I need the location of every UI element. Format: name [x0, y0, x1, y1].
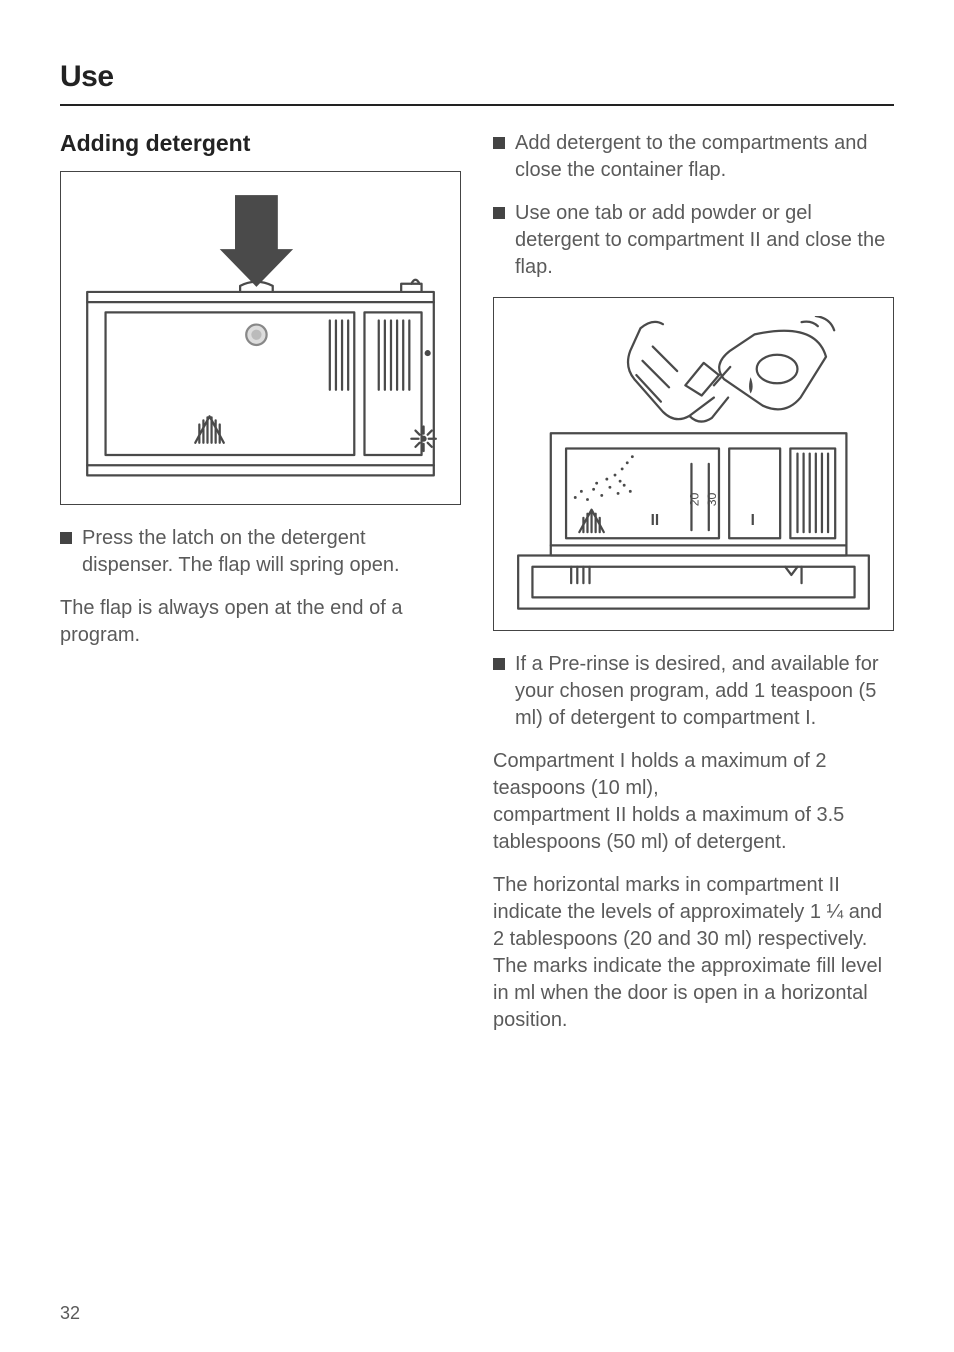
figure-pouring-detergent: 20 30 II I	[493, 297, 894, 631]
svg-text:I: I	[751, 512, 755, 529]
para-horizontal-marks: The horizontal marks in compartment II i…	[493, 872, 894, 1034]
dispenser-latch-svg	[77, 190, 444, 486]
page-number: 32	[60, 1303, 80, 1324]
bullet-prerinse: If a Pre-rinse is desired, and available…	[493, 651, 894, 732]
pouring-detergent-svg: 20 30 II I	[510, 316, 877, 612]
right-column: Add detergent to the compartments and cl…	[493, 130, 894, 1050]
bullet-prerinse-text: If a Pre-rinse is desired, and available…	[515, 651, 894, 732]
svg-text:20: 20	[688, 492, 702, 506]
para-compartment-capacity: Compartment I holds a maximum of 2 teasp…	[493, 748, 894, 856]
left-column: Adding detergent	[60, 130, 461, 1050]
bullet-add-detergent: Add detergent to the compartments and cl…	[493, 130, 894, 184]
figure-dispenser-latch	[60, 171, 461, 505]
title-rule	[60, 104, 894, 106]
bullet-marker-icon	[493, 658, 505, 670]
bullet-marker-icon	[493, 137, 505, 149]
bullet-marker-icon	[493, 207, 505, 219]
bullet-add-detergent-text: Add detergent to the compartments and cl…	[515, 130, 894, 184]
bullet-marker-icon	[60, 532, 72, 544]
para-flap-open: The flap is always open at the end of a …	[60, 595, 461, 649]
svg-text:30: 30	[705, 492, 719, 506]
svg-text:II: II	[651, 512, 660, 529]
bullet-press-latch: Press the latch on the detergent dispens…	[60, 525, 461, 579]
page-title: Use	[60, 60, 894, 94]
bullet-one-tab-text: Use one tab or add powder or gel deterge…	[515, 200, 894, 281]
bullet-press-latch-text: Press the latch on the detergent dispens…	[82, 525, 461, 579]
two-column-layout: Adding detergent	[60, 130, 894, 1050]
bullet-one-tab: Use one tab or add powder or gel deterge…	[493, 200, 894, 281]
section-heading-adding-detergent: Adding detergent	[60, 130, 461, 157]
